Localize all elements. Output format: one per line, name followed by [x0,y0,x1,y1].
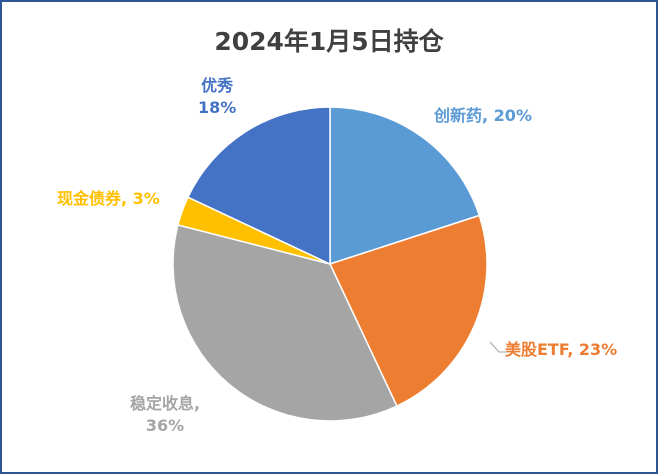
pie-slice-优秀 [186,106,331,266]
pie-slice-美股ETF [328,214,488,408]
data-label-美股ETF: 美股ETF, 23% [505,340,618,359]
chart-title: 2024年1月5日持仓 [214,27,444,56]
data-label-稳定收息: 稳定收息, 36% [130,394,201,435]
pie-slice-稳定收息 [172,224,398,422]
leader-line-美股ETF [489,341,506,353]
data-label-创新药: 创新药, 20% [434,106,532,125]
data-label-现金债券: 现金债券, 3% [57,189,160,208]
pie-slice-创新药 [329,106,481,266]
data-label-优秀: 优秀 18% [198,76,237,117]
